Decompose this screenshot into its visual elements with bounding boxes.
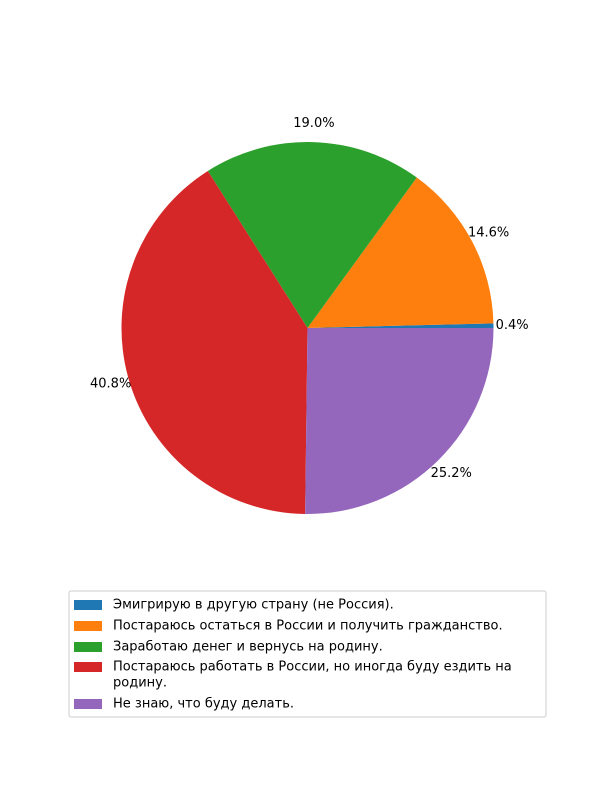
percent-labels: 0.4% 14.6% 19.0% 40.8% 25.2% bbox=[90, 116, 529, 481]
legend-label-1: Постараюсь остаться в России и получить … bbox=[113, 619, 503, 634]
pie-slice-2 bbox=[207, 142, 417, 328]
legend: Эмигрирую в другую страну (не Россия). По… bbox=[68, 590, 547, 718]
legend-label-2: Заработаю денег и вернусь на родину. bbox=[113, 640, 383, 655]
percent-label-0: 0.4% bbox=[496, 318, 529, 333]
percent-label-4: 25.2% bbox=[431, 466, 472, 481]
legend-frame bbox=[68, 590, 547, 718]
pie-slice-3 bbox=[121, 170, 308, 514]
legend-label-4: Не знаю, что буду делать. bbox=[113, 697, 294, 712]
legend-swatch-1 bbox=[74, 621, 102, 631]
legend-items: Эмигрирую в другую страну (не Россия). По… bbox=[74, 598, 512, 712]
legend-label-3-line-0: Постараюсь работать в России, но иногда … bbox=[113, 660, 512, 675]
percent-label-3: 40.8% bbox=[90, 376, 131, 391]
legend-swatch-3 bbox=[74, 662, 102, 672]
pie-slice-4 bbox=[305, 328, 494, 514]
legend-swatch-4 bbox=[74, 699, 102, 709]
legend-label-0: Эмигрирую в другую страну (не Россия). bbox=[113, 598, 394, 613]
pie-slices bbox=[121, 142, 494, 514]
legend-label-3-line-1: родину. bbox=[113, 676, 167, 691]
legend-swatch-2 bbox=[74, 642, 102, 652]
pie-slice-0 bbox=[307, 323, 494, 328]
percent-label-2: 19.0% bbox=[293, 116, 334, 131]
pie-slice-1 bbox=[307, 177, 494, 328]
percent-label-1: 14.6% bbox=[468, 225, 509, 240]
legend-swatch-0 bbox=[74, 600, 102, 610]
